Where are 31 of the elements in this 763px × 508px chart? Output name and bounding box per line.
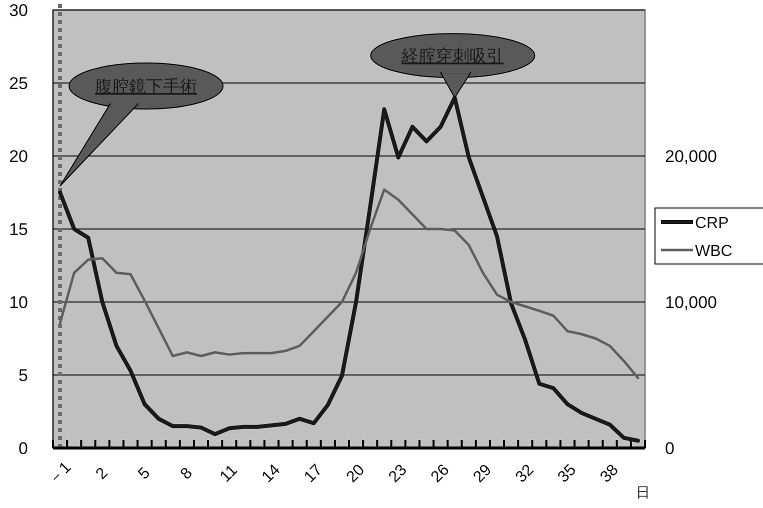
x-tick-label: 14 [258, 461, 284, 486]
y-tick-label: 30 [9, 1, 28, 20]
legend-label: CRP [695, 215, 729, 232]
x-tick-label: 23 [386, 461, 411, 486]
x-tick-label: 17 [301, 461, 326, 486]
y2-tick-label: 0 [665, 439, 674, 458]
x-tick-label: 29 [470, 461, 496, 486]
x-tick-label: 32 [512, 461, 538, 486]
y2-tick-label: 10,000 [665, 293, 717, 312]
x-tick-label: 26 [428, 461, 453, 486]
x-tick-label: 2 [92, 464, 112, 483]
line-series [58, 188, 640, 380]
y-tick-label: 15 [9, 220, 28, 239]
legend-label: WBC [695, 243, 732, 260]
y-tick-label: 25 [9, 74, 28, 93]
annotation: 腹腔鏡下手術 [95, 77, 198, 96]
y-tick-label: 0 [18, 439, 28, 458]
x-tick-label: 38 [597, 461, 622, 486]
annotation: 経腟穿刺吸引 [400, 46, 504, 66]
x-tick-label: 11 [217, 462, 241, 486]
x-tick-label: 20 [344, 461, 368, 486]
y-tick-label: 20 [9, 147, 28, 166]
x-tick-label: －1 [45, 458, 75, 489]
x-axis-title: 日 [636, 484, 650, 500]
y2-tick-label: 20,000 [665, 147, 717, 166]
y-tick-label: 5 [18, 366, 28, 385]
line-series [58, 96, 640, 443]
x-tick-label: 35 [554, 461, 580, 486]
y-tick-label: 10 [9, 293, 28, 312]
x-tick-label: 8 [178, 464, 196, 483]
x-tick-label: 5 [135, 464, 154, 483]
